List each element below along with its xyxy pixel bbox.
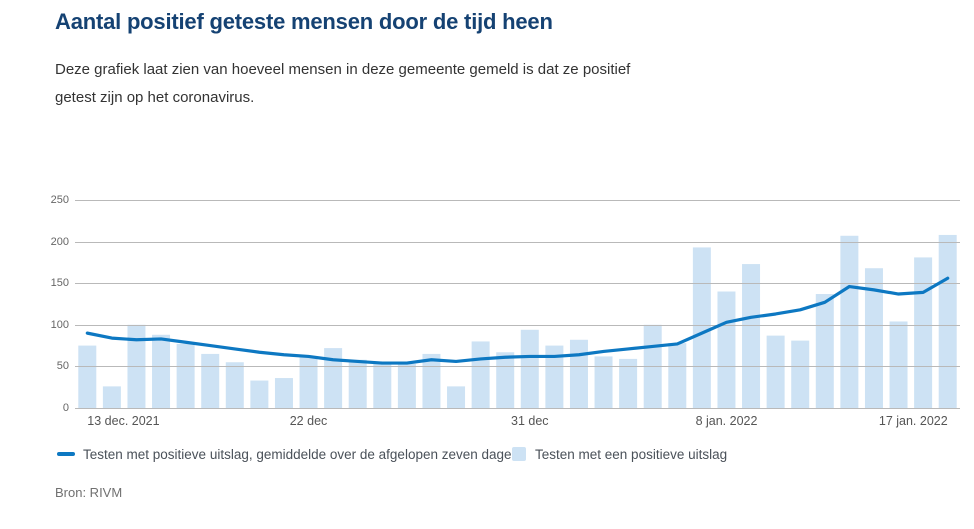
chart-subtitle: Deze grafiek laat zien van hoeveel mense…: [55, 61, 631, 106]
bar[interactable]: [102, 386, 121, 408]
x-tick-label: 8 jan. 2022: [695, 414, 758, 428]
bar[interactable]: [250, 380, 269, 408]
bar[interactable]: [348, 359, 367, 408]
bar[interactable]: [864, 268, 883, 408]
bar[interactable]: [152, 334, 171, 408]
bar[interactable]: [815, 294, 834, 408]
legend-item-average: Testen met positieve uitslag, gemiddelde…: [57, 444, 519, 464]
y-tick-label: 100: [50, 318, 69, 331]
x-tick-label: 13 dec. 2021: [87, 414, 160, 428]
bar[interactable]: [176, 343, 195, 408]
y-tick-label: 150: [50, 277, 69, 290]
x-tick-label: 31 dec: [511, 414, 549, 428]
chart-plot-area[interactable]: 0 50 100 150 200 250 13 dec. 2021 22 dec 31 dec…: [51, 194, 960, 428]
legend-item-daily: Testen met een positieve uitslag: [512, 444, 727, 464]
bar[interactable]: [889, 321, 908, 408]
legend-label-average: Testen met positieve uitslag, gemiddelde…: [83, 446, 520, 462]
y-tick-label: 50: [56, 360, 69, 373]
bar[interactable]: [545, 345, 564, 408]
bar[interactable]: [938, 234, 957, 408]
bar[interactable]: [791, 340, 810, 408]
bar[interactable]: [397, 363, 416, 408]
bar[interactable]: [569, 339, 588, 408]
page-title: Aantal positief geteste mensen door de t…: [55, 9, 553, 34]
bar[interactable]: [373, 363, 392, 408]
bar[interactable]: [619, 358, 638, 408]
bar[interactable]: [422, 353, 441, 408]
line-swatch-icon: [57, 452, 75, 456]
bar[interactable]: [594, 356, 613, 408]
trend-line: [85, 276, 950, 365]
legend-label-daily: Testen met een positieve uitslag: [535, 446, 728, 462]
y-tick-label: 200: [50, 235, 69, 248]
chart-legend: Testen met positieve uitslag, gemiddelde…: [0, 444, 974, 464]
bar[interactable]: [78, 345, 97, 408]
source-note: Bron: RIVM: [55, 485, 123, 500]
bar[interactable]: [692, 247, 711, 408]
x-tick-label: 22 dec: [289, 414, 328, 428]
bar[interactable]: [520, 329, 539, 408]
chart-canvas[interactable]: [75, 200, 960, 409]
x-tick-label: 17 jan. 2022: [878, 414, 948, 428]
bar[interactable]: [840, 235, 859, 408]
bar[interactable]: [201, 353, 220, 408]
bar[interactable]: [324, 348, 343, 408]
bar[interactable]: [299, 356, 318, 408]
y-tick-label: 0: [62, 402, 69, 414]
bar[interactable]: [668, 343, 687, 408]
bar[interactable]: [717, 291, 736, 408]
bar[interactable]: [742, 264, 761, 408]
bar[interactable]: [225, 362, 244, 408]
bar[interactable]: [471, 341, 490, 408]
bar[interactable]: [496, 352, 515, 408]
bar[interactable]: [766, 335, 785, 408]
y-tick-label: 250: [50, 194, 69, 206]
bar[interactable]: [914, 257, 933, 408]
bar-swatch-icon: [512, 447, 526, 461]
bar[interactable]: [447, 386, 466, 408]
bar[interactable]: [274, 378, 293, 408]
